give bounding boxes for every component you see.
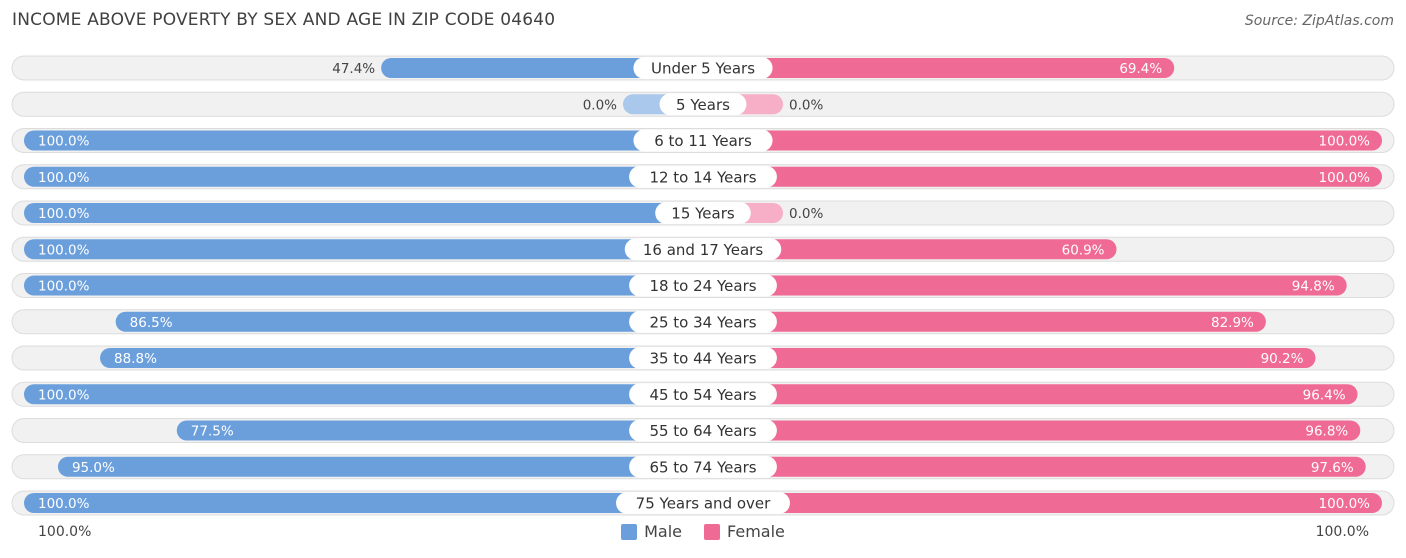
category-pill xyxy=(629,383,777,406)
category-pill xyxy=(655,202,751,224)
value-label-female: 97.6% xyxy=(1311,460,1354,476)
axis-right-label: 100.0% xyxy=(1315,524,1369,540)
bar-male xyxy=(381,58,703,78)
category-pill xyxy=(629,347,777,369)
value-label-female: 96.4% xyxy=(1303,387,1346,403)
value-label-male: 100.0% xyxy=(38,387,90,403)
value-label-female: 0.0% xyxy=(789,206,823,222)
value-label-female: 90.2% xyxy=(1261,351,1304,367)
category-pill xyxy=(629,419,777,442)
value-label-female: 100.0% xyxy=(1319,134,1371,150)
bar-female xyxy=(703,493,1382,513)
bar-female xyxy=(703,348,1316,368)
category-label: 18 to 24 Years xyxy=(649,277,756,295)
category-label: 45 to 54 Years xyxy=(649,386,756,404)
category-label: 75 Years and over xyxy=(636,495,771,513)
value-label-male: 100.0% xyxy=(38,206,90,222)
bar-female xyxy=(703,384,1358,405)
value-label-male: 100.0% xyxy=(38,496,90,512)
value-label-male: 88.8% xyxy=(114,351,157,367)
value-label-male: 77.5% xyxy=(191,424,234,440)
value-label-male: 100.0% xyxy=(38,242,90,258)
legend: Male Female xyxy=(0,522,1406,541)
source-label: Source: ZipAtlas.com xyxy=(1244,13,1394,29)
value-label-female: 100.0% xyxy=(1319,170,1371,186)
bar-female xyxy=(703,58,1175,78)
bar-male xyxy=(24,130,703,151)
bar-male xyxy=(100,348,704,368)
value-label-female: 100.0% xyxy=(1319,496,1371,512)
bar-female xyxy=(703,275,1347,296)
category-label: 65 to 74 Years xyxy=(649,458,756,476)
bar-female xyxy=(703,420,1361,441)
category-label: 15 Years xyxy=(671,205,735,223)
value-label-female: 96.8% xyxy=(1305,424,1348,440)
legend-item-male: Male xyxy=(621,522,682,541)
category-pill xyxy=(629,310,777,333)
legend-item-female: Female xyxy=(704,522,785,541)
bar-female xyxy=(703,239,1117,260)
category-pill xyxy=(659,93,747,116)
value-label-male: 100.0% xyxy=(38,170,90,186)
bar-male xyxy=(24,384,703,405)
bar-male xyxy=(115,311,704,332)
bar-female xyxy=(703,130,1382,151)
value-label-male: 95.0% xyxy=(72,460,115,476)
category-label: 35 to 44 Years xyxy=(649,350,756,368)
bar-female xyxy=(703,166,1382,187)
bar-male xyxy=(24,166,703,187)
value-label-male: 100.0% xyxy=(38,279,90,295)
bar-male xyxy=(24,239,703,260)
value-label-male: 100.0% xyxy=(38,134,90,150)
category-pill xyxy=(633,57,773,79)
value-label-female: 69.4% xyxy=(1119,61,1162,77)
category-label: 5 Years xyxy=(676,96,730,114)
chart-title: INCOME ABOVE POVERTY BY SEX AND AGE IN Z… xyxy=(12,10,556,30)
category-label: 16 and 17 Years xyxy=(643,241,763,259)
category-label: 12 to 14 Years xyxy=(649,168,756,186)
bar-male xyxy=(24,203,703,223)
category-label: 25 to 34 Years xyxy=(649,313,756,331)
category-pill xyxy=(629,455,777,478)
category-pill xyxy=(633,129,773,152)
value-label-male: 86.5% xyxy=(130,315,173,331)
bar-male xyxy=(176,420,703,441)
value-label-female: 82.9% xyxy=(1211,315,1254,331)
value-label-male: 0.0% xyxy=(583,97,617,113)
bar-female xyxy=(703,311,1266,332)
axis-left-label: 100.0% xyxy=(38,524,92,540)
legend-swatch-male xyxy=(621,523,638,540)
bar-female xyxy=(703,456,1366,477)
bar-male xyxy=(57,456,703,477)
legend-swatch-female xyxy=(704,523,721,540)
legend-label-female: Female xyxy=(727,522,785,541)
value-label-female: 94.8% xyxy=(1292,279,1335,295)
legend-label-male: Male xyxy=(644,522,683,541)
category-pill xyxy=(616,492,790,514)
category-label: 55 to 64 Years xyxy=(649,422,756,440)
category-label: 6 to 11 Years xyxy=(654,132,752,150)
bar-male xyxy=(24,275,703,296)
bar-male xyxy=(24,493,703,513)
value-label-female: 0.0% xyxy=(789,97,823,113)
category-pill xyxy=(629,165,777,188)
bar-chart: Under 5 Years 47.4% 69.4% 5 Years 0.0% 0.0% 6 … xyxy=(11,55,1395,516)
category-label: Under 5 Years xyxy=(651,60,755,78)
category-pill xyxy=(629,274,777,297)
value-label-female: 60.9% xyxy=(1062,242,1105,258)
category-pill xyxy=(624,238,782,261)
value-label-male: 47.4% xyxy=(332,61,375,77)
